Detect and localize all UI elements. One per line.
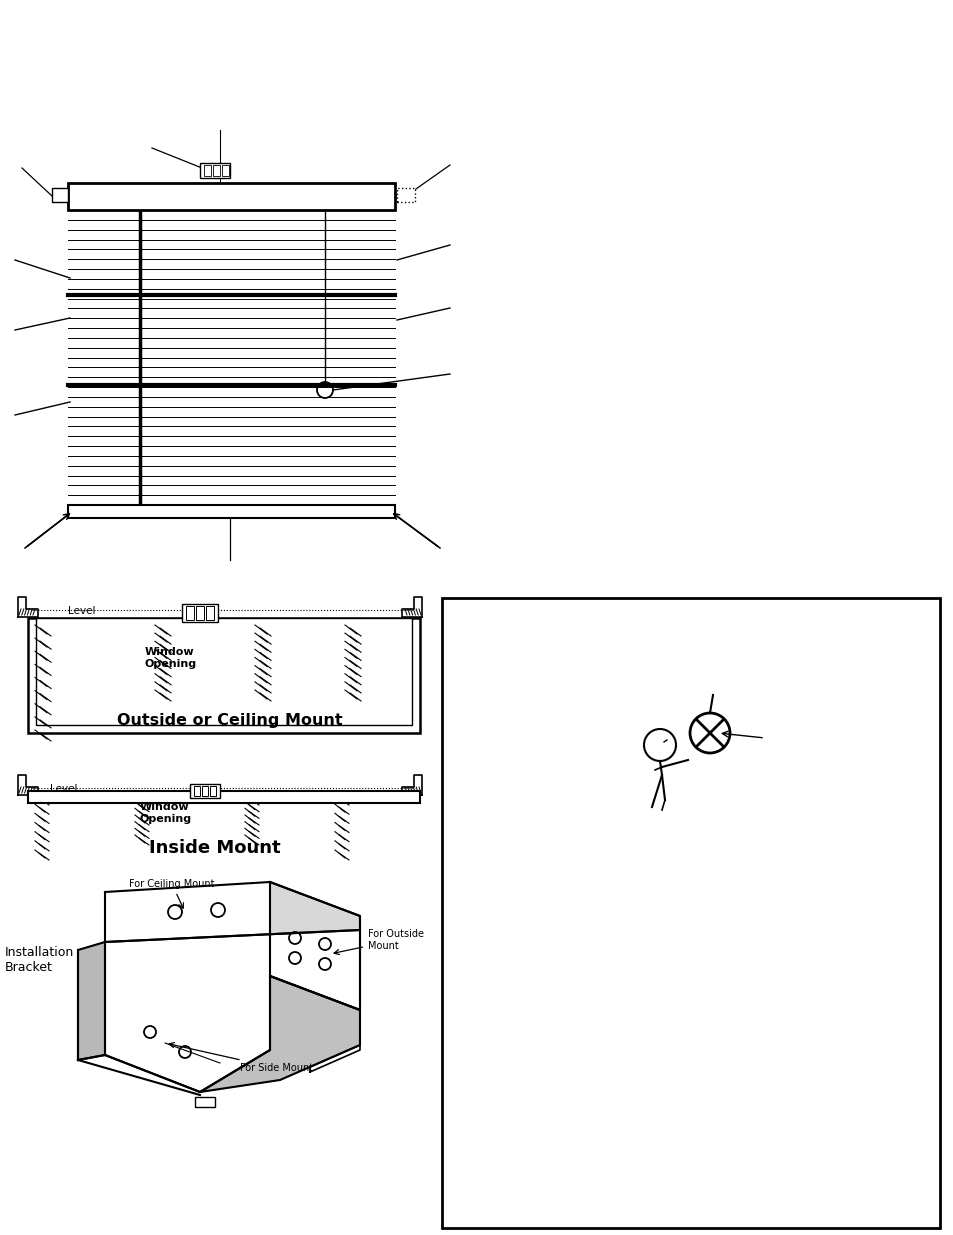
Bar [441, 598, 939, 1228]
Bar [68, 183, 395, 210]
Bar [195, 606, 204, 620]
Text: Outside or Ceiling Mount: Outside or Ceiling Mount [117, 713, 342, 727]
Bar [182, 604, 218, 622]
Text: Installation
Bracket: Installation Bracket [5, 946, 74, 974]
Bar [202, 785, 208, 797]
Text: For Ceiling Mount: For Ceiling Mount [129, 879, 214, 908]
Polygon shape [105, 976, 359, 1092]
Polygon shape [401, 776, 421, 795]
Bar [28, 618, 419, 734]
Polygon shape [105, 882, 359, 942]
Bar [186, 606, 193, 620]
Bar [200, 163, 230, 178]
Polygon shape [18, 597, 38, 618]
Bar [194, 1097, 214, 1107]
Text: Window
Opening: Window Opening [145, 647, 197, 669]
Polygon shape [78, 942, 105, 1060]
Text: For Side Mount: For Side Mount [169, 1042, 313, 1073]
Bar [52, 188, 68, 203]
Text: For Outside
Mount: For Outside Mount [334, 929, 423, 955]
Bar [222, 165, 229, 177]
Text: Inside Mount: Inside Mount [149, 839, 280, 857]
Polygon shape [105, 930, 359, 1092]
Bar [204, 165, 211, 177]
Text: Level: Level [50, 784, 77, 794]
Bar [210, 785, 215, 797]
Polygon shape [18, 776, 38, 795]
Bar [193, 785, 200, 797]
Polygon shape [270, 882, 359, 1010]
Bar [190, 784, 220, 798]
Text: Level: Level [68, 606, 95, 616]
Bar [36, 618, 412, 725]
Polygon shape [401, 597, 421, 618]
Bar [213, 165, 220, 177]
Text: Window
Opening: Window Opening [140, 803, 192, 824]
Bar [68, 505, 395, 517]
Bar [206, 606, 213, 620]
Bar [396, 188, 415, 203]
Bar [28, 790, 419, 803]
